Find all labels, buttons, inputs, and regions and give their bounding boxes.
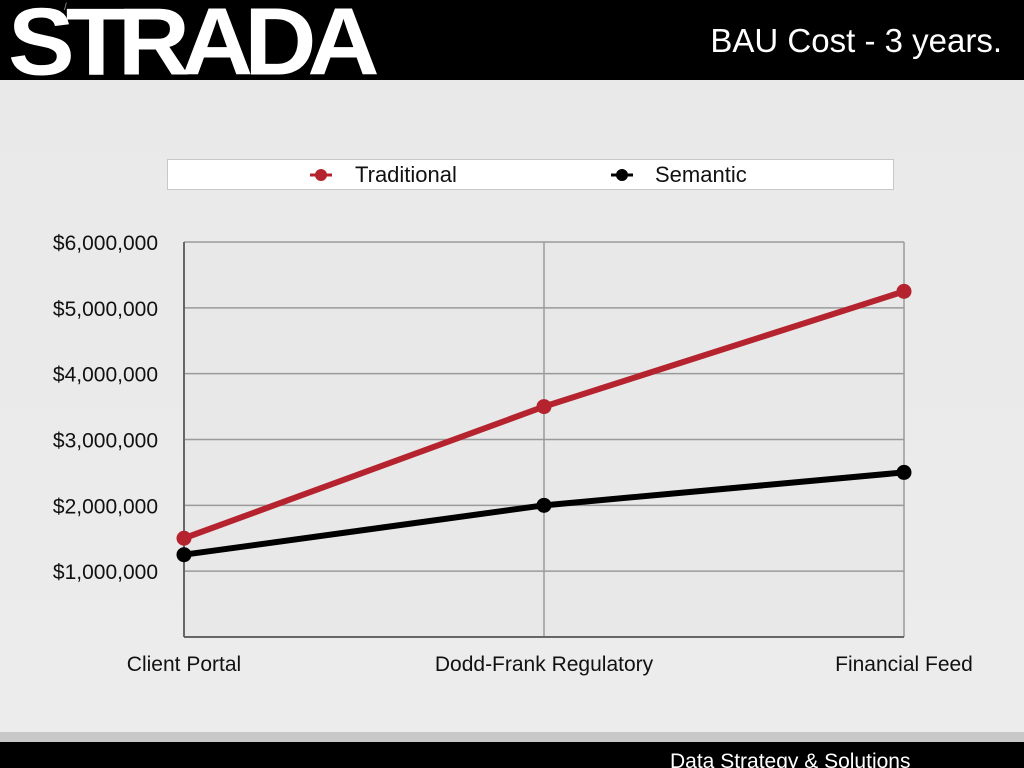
y-tick-label: $6,000,000 (53, 232, 158, 255)
data-point (536, 497, 552, 513)
slide-footer: Data Strategy & Solutions (0, 742, 1024, 768)
y-tick-label: $3,000,000 (53, 430, 158, 453)
footer-text: Data Strategy & Solutions (670, 750, 911, 768)
y-tick-label: $5,000,000 (53, 298, 158, 321)
data-point (536, 399, 552, 415)
x-tick-label: Dodd-Frank Regulatory (435, 653, 654, 676)
footer-divider (0, 732, 1024, 742)
slide-header: STRADA / BAU Cost - 3 years. (0, 0, 1024, 90)
legend-label-semantic: Semantic (655, 162, 747, 187)
strada-logo: STRADA (8, 0, 380, 96)
data-point (896, 283, 912, 299)
y-tick-label: $4,000,000 (53, 364, 158, 387)
legend-marker-traditional (310, 169, 332, 181)
slide-title: BAU Cost - 3 years. (710, 22, 1002, 59)
y-tick-label: $1,000,000 (53, 561, 158, 584)
data-point (896, 464, 912, 480)
data-point (176, 547, 192, 563)
slash-mark: / (64, 2, 67, 13)
x-tick-label: Client Portal (127, 653, 241, 676)
legend-marker-semantic (611, 169, 633, 181)
x-tick-label: Financial Feed (835, 653, 973, 676)
chart-legend: Traditional Semantic (167, 159, 894, 190)
y-tick-label: $2,000,000 (53, 495, 158, 518)
data-point (176, 530, 192, 546)
legend-label-traditional: Traditional (355, 162, 457, 187)
